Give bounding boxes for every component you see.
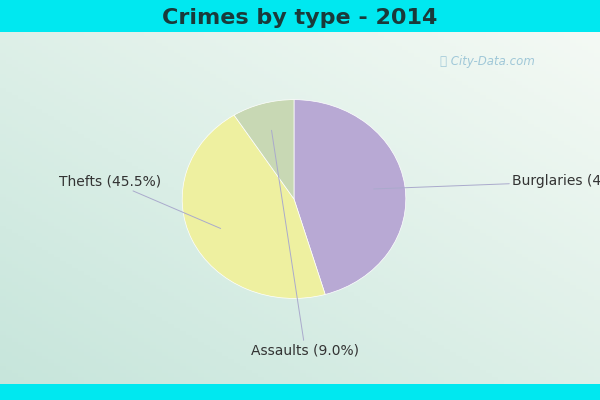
Wedge shape xyxy=(294,100,406,294)
Wedge shape xyxy=(182,115,325,298)
Text: Burglaries (45.5%): Burglaries (45.5%) xyxy=(374,174,600,189)
Text: Crimes by type - 2014: Crimes by type - 2014 xyxy=(163,8,437,28)
Text: Thefts (45.5%): Thefts (45.5%) xyxy=(59,174,221,228)
Text: ⓘ City-Data.com: ⓘ City-Data.com xyxy=(440,55,535,68)
Text: Assaults (9.0%): Assaults (9.0%) xyxy=(251,130,359,357)
Wedge shape xyxy=(234,100,294,199)
